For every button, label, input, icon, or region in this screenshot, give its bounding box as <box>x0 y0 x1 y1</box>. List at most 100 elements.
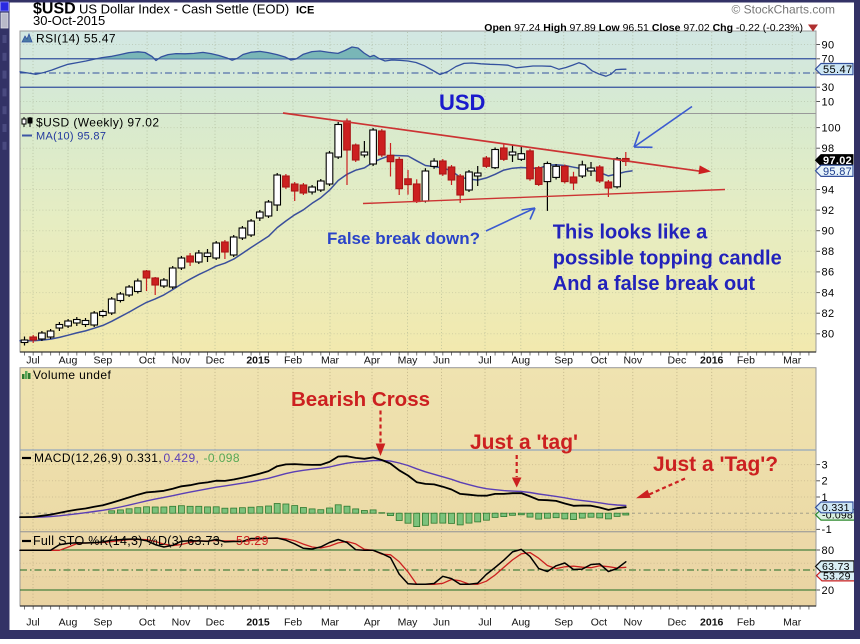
svg-text:97.02: 97.02 <box>683 22 709 34</box>
svg-text:May: May <box>398 355 419 367</box>
svg-text:0.429,: 0.429, <box>164 451 200 465</box>
svg-text:Feb: Feb <box>737 355 755 367</box>
svg-text:88: 88 <box>822 246 835 258</box>
svg-text:ICE: ICE <box>296 5 314 17</box>
svg-text:80: 80 <box>822 329 835 341</box>
svg-text:Dec: Dec <box>206 355 225 367</box>
svg-text:Dec: Dec <box>668 355 687 367</box>
svg-text:Sep: Sep <box>554 355 573 367</box>
svg-text:Apr: Apr <box>364 617 381 629</box>
svg-text:1: 1 <box>822 492 829 504</box>
svg-text:Oct: Oct <box>591 617 607 629</box>
svg-text:90: 90 <box>822 39 835 51</box>
svg-text:RSI(14) 55.47: RSI(14) 55.47 <box>36 32 116 46</box>
svg-text:Chg: Chg <box>713 22 733 34</box>
svg-text:53.29: 53.29 <box>236 534 269 548</box>
svg-text:95.87: 95.87 <box>823 166 852 178</box>
svg-text:Oct: Oct <box>139 617 155 629</box>
svg-text:Low: Low <box>599 22 621 34</box>
svg-text:Jul: Jul <box>26 355 39 367</box>
svg-text:2016: 2016 <box>700 355 724 367</box>
svg-text:80: 80 <box>822 545 835 557</box>
svg-text:Jun: Jun <box>433 355 450 367</box>
svg-text:92: 92 <box>822 205 835 217</box>
svg-text:$USD (Weekly) 97.02: $USD (Weekly) 97.02 <box>36 116 159 130</box>
svg-text:Feb: Feb <box>284 355 302 367</box>
svg-text:US Dollar Index - Cash Settle: US Dollar Index - Cash Settle (EOD) <box>79 2 289 17</box>
svg-text:MACD(12,26,9) 0.331,: MACD(12,26,9) 0.331, <box>34 451 162 465</box>
svg-text:Jul: Jul <box>478 617 491 629</box>
svg-text:100: 100 <box>822 122 842 134</box>
svg-text:Close: Close <box>652 22 681 34</box>
svg-text:False break down?: False break down? <box>327 229 480 248</box>
svg-text:Sep: Sep <box>554 617 573 629</box>
svg-text:High: High <box>543 22 566 34</box>
svg-text:Jun: Jun <box>433 617 450 629</box>
svg-text:MA(10) 95.87: MA(10) 95.87 <box>36 131 106 143</box>
svg-text:Nov: Nov <box>172 617 191 629</box>
svg-text:Jul: Jul <box>478 355 491 367</box>
svg-text:0.331: 0.331 <box>822 502 850 514</box>
svg-text:-0.098: -0.098 <box>204 451 240 465</box>
svg-text:Feb: Feb <box>284 617 302 629</box>
svg-text:2015: 2015 <box>246 617 270 629</box>
svg-text:82: 82 <box>822 308 835 320</box>
svg-text:2: 2 <box>822 476 829 488</box>
svg-text:Feb: Feb <box>737 617 755 629</box>
svg-text:Dec: Dec <box>668 617 687 629</box>
svg-text:Nov: Nov <box>172 355 191 367</box>
svg-text:USD: USD <box>439 90 485 115</box>
svg-text:3: 3 <box>822 459 829 471</box>
svg-text:Bearish Cross: Bearish Cross <box>291 388 430 411</box>
svg-text:May: May <box>398 617 419 629</box>
svg-text:10: 10 <box>822 96 835 108</box>
svg-text:-1: -1 <box>822 524 833 536</box>
svg-text:Aug: Aug <box>511 355 530 367</box>
svg-text:63.73: 63.73 <box>822 561 850 573</box>
svg-text:97.89: 97.89 <box>570 22 596 34</box>
svg-text:Nov: Nov <box>623 617 642 629</box>
svg-text:Sep: Sep <box>94 617 113 629</box>
svg-text:30-Oct-2015: 30-Oct-2015 <box>33 13 105 28</box>
svg-text:Aug: Aug <box>59 617 78 629</box>
svg-text:Nov: Nov <box>623 355 642 367</box>
svg-text:20: 20 <box>822 585 835 597</box>
svg-text:70: 70 <box>822 54 835 66</box>
svg-text:This looks like a: This looks like a <box>553 221 708 243</box>
svg-text:98: 98 <box>822 143 835 155</box>
svg-text:94: 94 <box>822 184 835 196</box>
svg-text:55.47: 55.47 <box>823 64 853 76</box>
svg-text:Oct: Oct <box>591 355 607 367</box>
svg-text:97.24: 97.24 <box>514 22 540 34</box>
svg-text:Jul: Jul <box>26 617 39 629</box>
svg-text:30: 30 <box>822 82 835 94</box>
svg-text:Mar: Mar <box>783 355 802 367</box>
svg-text:© StockCharts.com: © StockCharts.com <box>731 3 835 17</box>
svg-text:Open: Open <box>484 22 511 34</box>
svg-text:Oct: Oct <box>139 355 155 367</box>
svg-text:Full STO %K(14,3) %D(3) 63.73,: Full STO %K(14,3) %D(3) 63.73, <box>33 534 224 548</box>
svg-text:2016: 2016 <box>700 617 724 629</box>
svg-text:possible topping candle: possible topping candle <box>553 247 782 269</box>
svg-text:Mar: Mar <box>783 617 802 629</box>
svg-text:97.02: 97.02 <box>823 155 852 167</box>
svg-text:Mar: Mar <box>321 617 340 629</box>
svg-text:Sep: Sep <box>94 355 113 367</box>
svg-text:Volume undef: Volume undef <box>33 368 111 382</box>
svg-text:96.51: 96.51 <box>623 22 649 34</box>
svg-text:Aug: Aug <box>511 617 530 629</box>
svg-text:53.29: 53.29 <box>823 570 851 582</box>
svg-text:90: 90 <box>822 226 835 238</box>
svg-text:Just a 'tag': Just a 'tag' <box>470 431 578 454</box>
svg-text:Aug: Aug <box>59 355 78 367</box>
svg-text:84: 84 <box>822 287 835 299</box>
svg-text:Dec: Dec <box>206 617 225 629</box>
svg-text:-0.22 (-0.23%): -0.22 (-0.23%) <box>736 22 803 34</box>
svg-text:Apr: Apr <box>364 355 381 367</box>
svg-text:2015: 2015 <box>246 355 270 367</box>
svg-text:Mar: Mar <box>321 355 340 367</box>
svg-text:Just a 'Tag'?: Just a 'Tag'? <box>653 453 778 476</box>
svg-text:$USD: $USD <box>33 1 76 18</box>
svg-text:And a false break out: And a false break out <box>553 273 756 295</box>
svg-text:86: 86 <box>822 267 835 279</box>
